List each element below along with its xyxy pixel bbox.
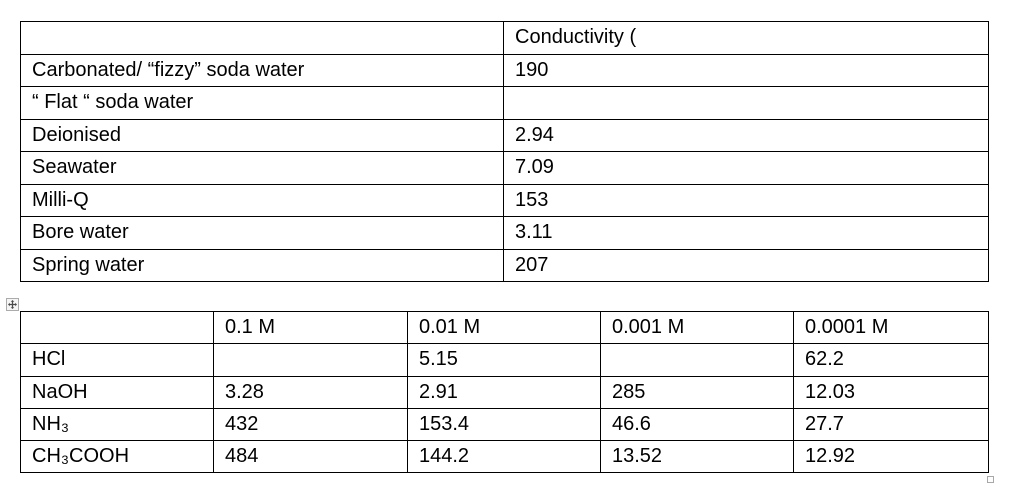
row-label-cell[interactable]: Deionised: [20, 118, 504, 152]
table-row: CH₃COOH 484 144.2 13.52 12.92: [20, 440, 989, 474]
value-cell[interactable]: 484: [213, 440, 408, 474]
row-label-cell[interactable]: Carbonated/ “fizzy” soda water: [20, 53, 504, 87]
value-cell[interactable]: 190: [503, 53, 989, 87]
move-cross-icon: [8, 300, 17, 309]
water-conductivity-table: Conductivity ( Carbonated/ “fizzy” soda …: [20, 21, 989, 282]
value-cell[interactable]: [213, 343, 408, 377]
value-cell[interactable]: [503, 86, 989, 120]
value-cell[interactable]: 5.15: [407, 343, 601, 377]
table-row: “ Flat “ soda water: [20, 86, 989, 120]
row-label-cell[interactable]: HCl: [20, 343, 214, 377]
value-cell[interactable]: 27.7: [793, 407, 989, 442]
value-cell[interactable]: 13.52: [600, 440, 794, 474]
column-header-cell[interactable]: [20, 21, 504, 55]
row-label-cell[interactable]: Spring water: [20, 248, 504, 282]
row-label-cell[interactable]: Bore water: [20, 216, 504, 250]
value-cell[interactable]: 153.4: [407, 407, 601, 442]
column-header-cell[interactable]: 0.001 M: [600, 310, 794, 345]
value-cell[interactable]: 46.6: [600, 407, 794, 442]
value-cell[interactable]: 153: [503, 183, 989, 217]
value-cell[interactable]: 2.91: [407, 375, 601, 409]
column-header-cell[interactable]: 0.0001 M: [793, 310, 989, 345]
table-row: Bore water 3.11: [20, 216, 989, 250]
row-label-cell[interactable]: Milli-Q: [20, 183, 504, 217]
value-cell[interactable]: 285: [600, 375, 794, 409]
table-row: Milli-Q 153: [20, 183, 989, 217]
value-cell[interactable]: 207: [503, 248, 989, 282]
column-header-cell[interactable]: Conductivity (: [503, 21, 989, 55]
table-row: HCl 5.15 62.2: [20, 343, 989, 377]
table-row: NH₃ 432 153.4 46.6 27.7: [20, 407, 989, 442]
table-resize-handle[interactable]: [987, 476, 994, 483]
column-header-cell[interactable]: 0.01 M: [407, 310, 601, 345]
column-header-cell[interactable]: [20, 310, 214, 345]
row-label-cell[interactable]: Seawater: [20, 151, 504, 185]
table-row: Spring water 207: [20, 248, 989, 282]
table-header-row: 0.1 M 0.01 M 0.001 M 0.0001 M: [20, 310, 989, 345]
value-cell[interactable]: 432: [213, 407, 408, 442]
table-row: Deionised 2.94: [20, 118, 989, 152]
table-move-handle[interactable]: [6, 298, 19, 311]
value-cell[interactable]: [600, 343, 794, 377]
value-cell[interactable]: 12.03: [793, 375, 989, 409]
solution-concentration-table: 0.1 M 0.01 M 0.001 M 0.0001 M HCl 5.15 6…: [20, 310, 989, 474]
value-cell[interactable]: 62.2: [793, 343, 989, 377]
value-cell[interactable]: 7.09: [503, 151, 989, 185]
value-cell[interactable]: 3.28: [213, 375, 408, 409]
value-cell[interactable]: 3.11: [503, 216, 989, 250]
value-cell[interactable]: 144.2: [407, 440, 601, 474]
table-row: Carbonated/ “fizzy” soda water 190: [20, 53, 989, 87]
row-label-cell[interactable]: CH₃COOH: [20, 440, 214, 474]
table-row: Seawater 7.09: [20, 151, 989, 185]
column-header-cell[interactable]: 0.1 M: [213, 310, 408, 345]
table-row: NaOH 3.28 2.91 285 12.03: [20, 375, 989, 409]
value-cell[interactable]: 2.94: [503, 118, 989, 152]
row-label-cell[interactable]: “ Flat “ soda water: [20, 86, 504, 120]
value-cell[interactable]: 12.92: [793, 440, 989, 474]
table-header-row: Conductivity (: [20, 21, 989, 55]
row-label-cell[interactable]: NaOH: [20, 375, 214, 409]
row-label-cell[interactable]: NH₃: [20, 407, 214, 442]
